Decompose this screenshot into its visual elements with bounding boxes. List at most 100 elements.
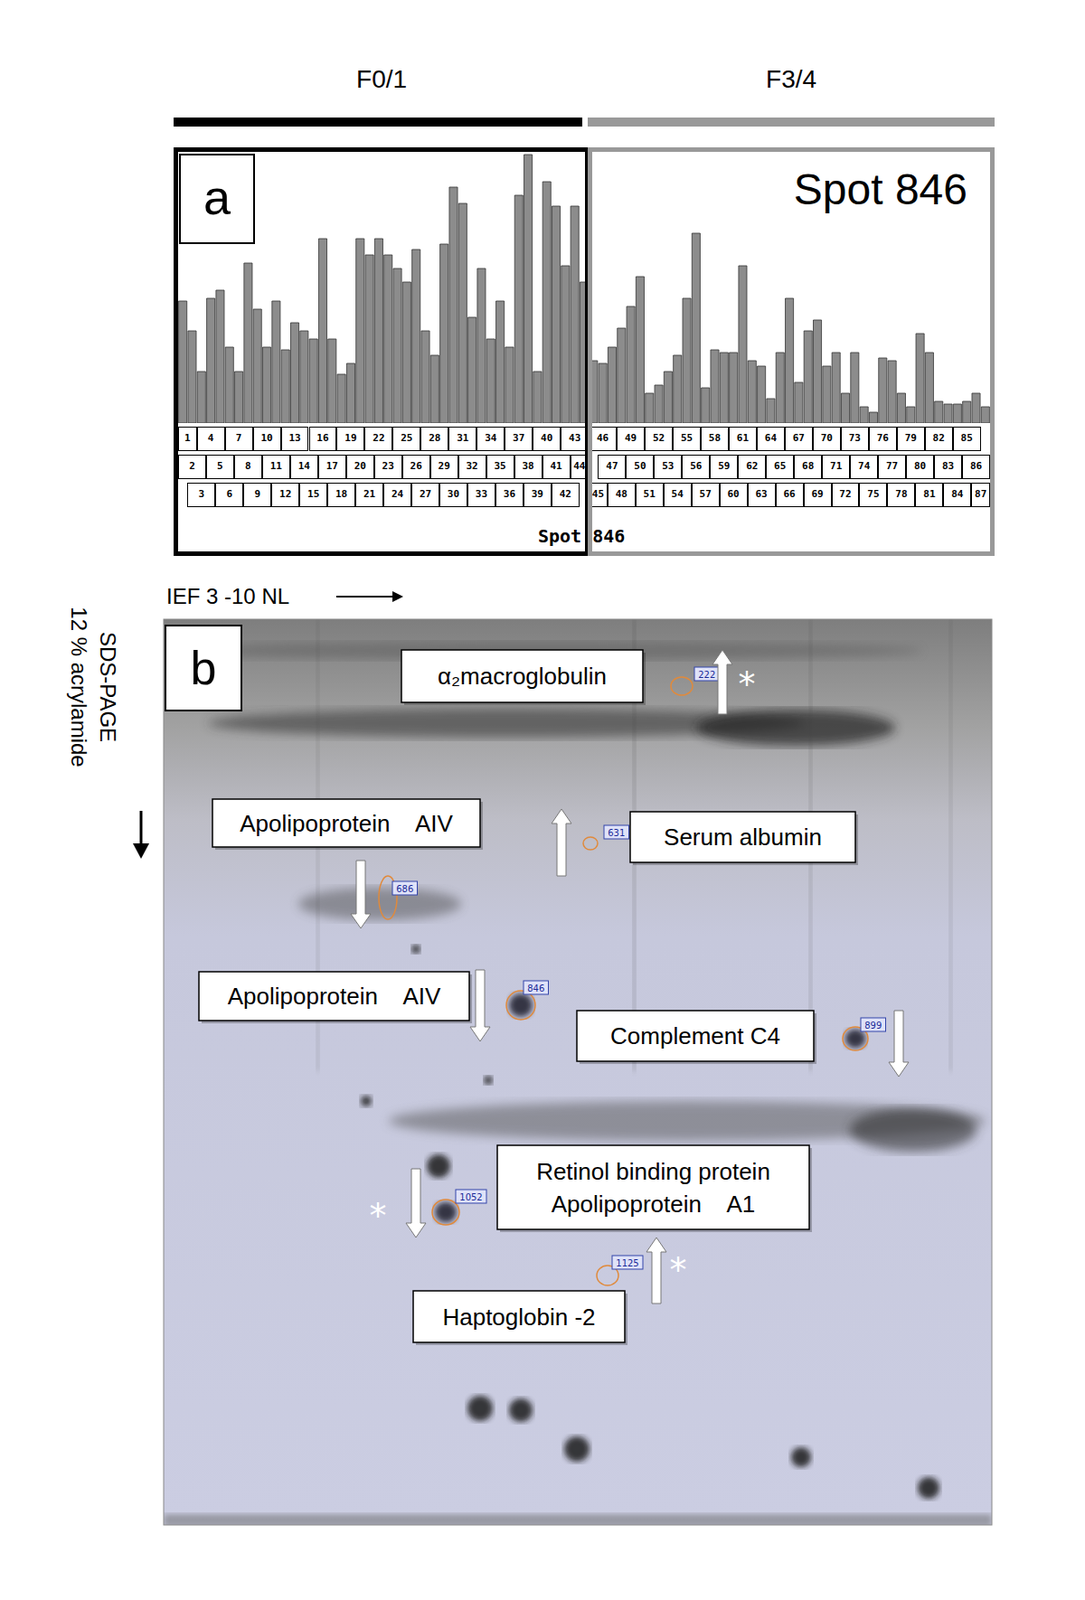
html-text:36: 36 bbox=[503, 488, 516, 501]
html-text:13: 13 bbox=[288, 432, 301, 444]
html-text:45: 45 bbox=[592, 488, 605, 501]
html-text:28: 28 bbox=[428, 432, 441, 444]
html-text:60: 60 bbox=[727, 488, 740, 501]
html-text:53: 53 bbox=[662, 460, 675, 472]
svg-text:1125: 1125 bbox=[615, 1258, 639, 1269]
svg-text:SDS-PAGE: SDS-PAGE bbox=[95, 632, 121, 743]
html-text:43: 43 bbox=[568, 432, 581, 444]
svg-text:Haptoglobin -2: Haptoglobin -2 bbox=[442, 1303, 595, 1331]
html-text:70: 70 bbox=[820, 432, 833, 444]
html-text:87: 87 bbox=[974, 488, 987, 501]
html-text:12: 12 bbox=[279, 488, 292, 501]
svg-text:*: * bbox=[369, 1196, 387, 1236]
svg-text:631: 631 bbox=[607, 828, 625, 839]
html-text:66: 66 bbox=[783, 488, 796, 501]
html-text:65: 65 bbox=[774, 460, 787, 472]
html-text:38: 38 bbox=[522, 460, 535, 472]
html-text:81: 81 bbox=[923, 488, 936, 501]
html-text:20: 20 bbox=[354, 460, 367, 472]
html-text:21: 21 bbox=[363, 488, 376, 501]
html-text:49: 49 bbox=[624, 432, 637, 444]
html-text:39: 39 bbox=[531, 488, 544, 501]
html-text:67: 67 bbox=[792, 432, 805, 444]
html-text:32: 32 bbox=[466, 460, 479, 472]
svg-text:Retinol binding protein: Retinol binding protein bbox=[536, 1158, 771, 1186]
html-text:24: 24 bbox=[391, 488, 404, 501]
svg-text:12 % acrylamide: 12 % acrylamide bbox=[66, 606, 92, 767]
html-text:68: 68 bbox=[802, 460, 815, 472]
html-text:64: 64 bbox=[764, 432, 777, 444]
html-text:55: 55 bbox=[680, 432, 693, 444]
svg-text:Apolipoprotein AIV: Apolipoprotein AIV bbox=[239, 810, 453, 838]
html-text:77: 77 bbox=[886, 460, 899, 472]
html-text:78: 78 bbox=[895, 488, 908, 501]
svg-text:Apolipoprotein A1: Apolipoprotein A1 bbox=[551, 1190, 756, 1218]
html-text:31: 31 bbox=[456, 432, 469, 444]
svg-text:α₂macroglobulin: α₂macroglobulin bbox=[437, 662, 607, 690]
html-text:10: 10 bbox=[260, 432, 273, 444]
html-text:30: 30 bbox=[447, 488, 460, 501]
html-text:61: 61 bbox=[736, 432, 749, 444]
html-text:58: 58 bbox=[708, 432, 721, 444]
html-text:62: 62 bbox=[746, 460, 759, 472]
svg-text:1052: 1052 bbox=[459, 1192, 482, 1203]
svg-text:686: 686 bbox=[396, 884, 414, 895]
html-text:84: 84 bbox=[951, 488, 964, 501]
html-text:23: 23 bbox=[382, 460, 395, 472]
html-text:27: 27 bbox=[419, 488, 432, 501]
html-text:16: 16 bbox=[316, 432, 329, 444]
html-text:71: 71 bbox=[830, 460, 843, 472]
html-text:59: 59 bbox=[718, 460, 731, 472]
html-text:57: 57 bbox=[699, 488, 712, 501]
svg-text:*: * bbox=[738, 664, 756, 705]
html-text:34: 34 bbox=[484, 432, 497, 444]
html-text:52: 52 bbox=[652, 432, 665, 444]
html-text:75: 75 bbox=[867, 488, 880, 501]
html-text:72: 72 bbox=[839, 488, 852, 501]
html-text:50: 50 bbox=[634, 460, 647, 472]
html-text:18: 18 bbox=[335, 488, 348, 501]
html-text:846: 846 bbox=[592, 525, 626, 548]
html-text:35: 35 bbox=[494, 460, 507, 472]
html-text:26: 26 bbox=[410, 460, 423, 472]
html-text:37: 37 bbox=[512, 432, 525, 444]
svg-text:Serum albumin: Serum albumin bbox=[663, 823, 822, 851]
html-text:a: a bbox=[203, 169, 231, 225]
html-text:69: 69 bbox=[811, 488, 824, 501]
html-text:56: 56 bbox=[690, 460, 703, 472]
html-text:25: 25 bbox=[400, 432, 413, 444]
html-text:22: 22 bbox=[372, 432, 385, 444]
html-text:11: 11 bbox=[270, 460, 283, 472]
html-text:41: 41 bbox=[550, 460, 563, 472]
html-text:42: 42 bbox=[559, 488, 572, 501]
html-text:14: 14 bbox=[298, 460, 311, 472]
html-text:40: 40 bbox=[540, 432, 553, 444]
html-text:46: 46 bbox=[596, 432, 609, 444]
html-text:29: 29 bbox=[438, 460, 451, 472]
svg-text:846: 846 bbox=[527, 983, 545, 994]
html-text:47: 47 bbox=[606, 460, 619, 472]
svg-text:*: * bbox=[669, 1250, 688, 1291]
html-text:73: 73 bbox=[848, 432, 861, 444]
svg-text:IEF 3 -10 NL: IEF 3 -10 NL bbox=[166, 584, 290, 609]
html-text:Spot: Spot bbox=[537, 525, 582, 548]
svg-text:b: b bbox=[190, 641, 217, 695]
svg-text:222: 222 bbox=[698, 669, 716, 680]
svg-text:Apolipoprotein AIV: Apolipoprotein AIV bbox=[227, 982, 442, 1010]
svg-text:Complement C4: Complement C4 bbox=[610, 1022, 781, 1050]
html-text:48: 48 bbox=[615, 488, 628, 501]
svg-text:899: 899 bbox=[864, 1020, 882, 1031]
html-text:51: 51 bbox=[643, 488, 656, 501]
html-text:76: 76 bbox=[876, 432, 889, 444]
html-text:F3/4: F3/4 bbox=[765, 65, 817, 94]
html-text:44: 44 bbox=[573, 460, 586, 472]
html-text:15: 15 bbox=[307, 488, 320, 501]
html-text:F0/1: F0/1 bbox=[356, 65, 407, 94]
html-text:54: 54 bbox=[671, 488, 684, 501]
html-text:63: 63 bbox=[755, 488, 768, 501]
html-text:33: 33 bbox=[475, 488, 488, 501]
html-text:17: 17 bbox=[326, 460, 339, 472]
html-text:Spot 846: Spot 846 bbox=[793, 165, 968, 214]
html-text:74: 74 bbox=[858, 460, 871, 472]
html-text:19: 19 bbox=[344, 432, 357, 444]
